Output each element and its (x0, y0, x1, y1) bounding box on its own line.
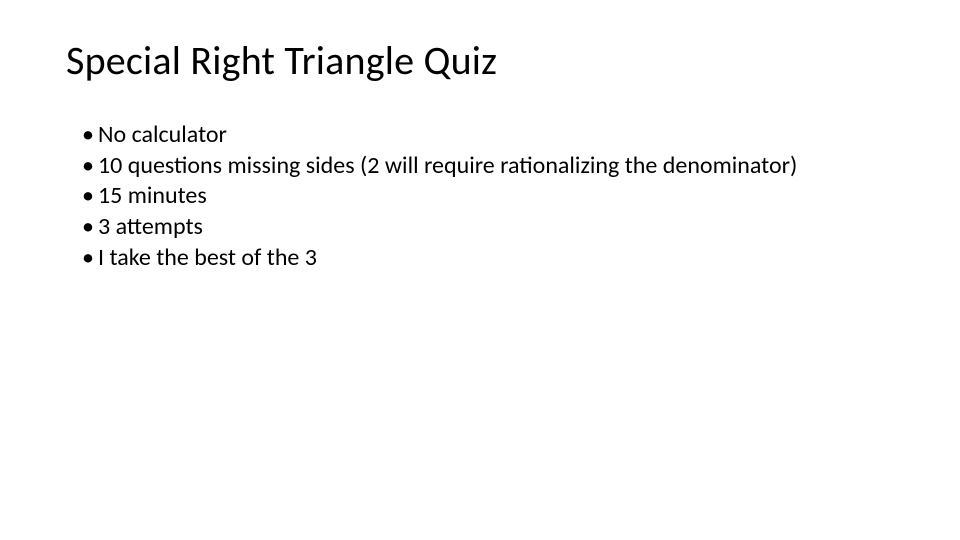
slide-title: Special Right Triangle Quiz (66, 38, 894, 84)
list-item: No calculator (82, 120, 894, 151)
list-item: 15 minutes (82, 181, 894, 212)
list-item: 10 questions missing sides (2 will requi… (82, 151, 894, 182)
slide-container: Special Right Triangle Quiz No calculato… (0, 0, 960, 540)
bullet-list: No calculator 10 questions missing sides… (82, 120, 894, 274)
list-item: I take the best of the 3 (82, 243, 894, 274)
list-item: 3 attempts (82, 212, 894, 243)
